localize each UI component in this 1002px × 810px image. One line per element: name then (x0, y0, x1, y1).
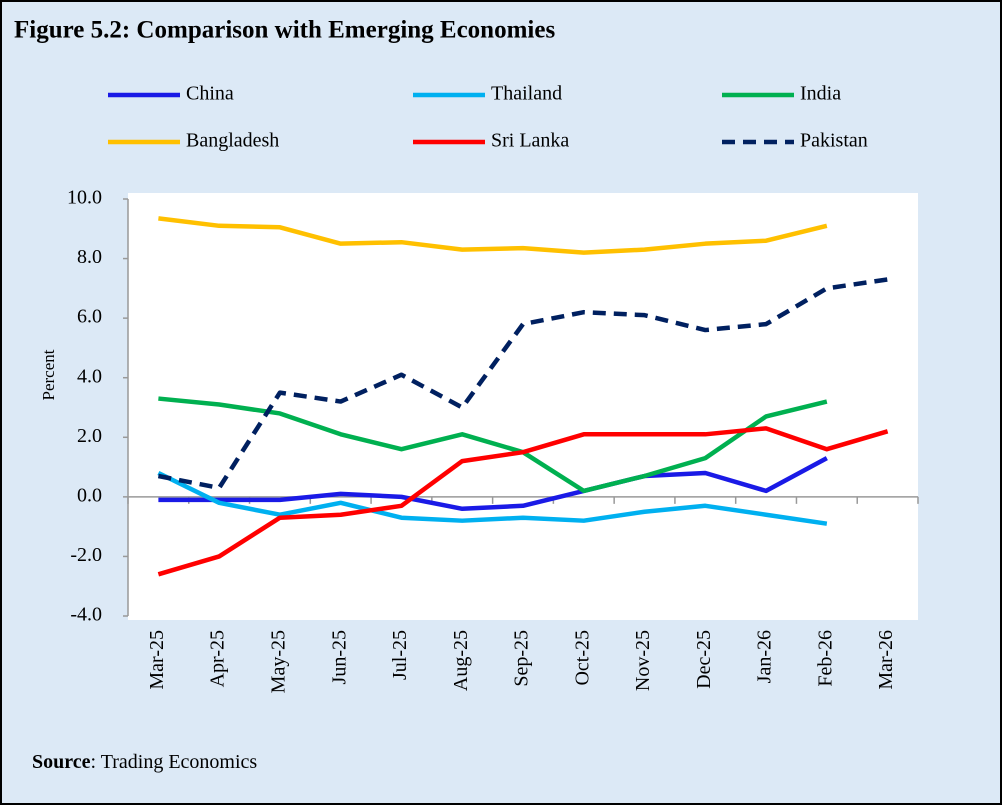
x-tick-label: Jan-26 (754, 630, 776, 683)
x-tick-label: Mar-26 (875, 630, 897, 690)
x-tick-label: Apr-25 (207, 630, 229, 687)
y-axis-label: Percent (39, 349, 58, 400)
x-tick-label: Oct-25 (571, 630, 593, 686)
x-tick-label: Jul-25 (389, 630, 411, 680)
legend-label: Pakistan (800, 130, 868, 152)
x-tick-label: Nov-25 (632, 630, 654, 691)
y-tick-label: 2.0 (77, 425, 102, 447)
source-label: Source (32, 751, 91, 773)
legend-label: Bangladesh (186, 130, 279, 152)
source: Source: Trading Economics (32, 751, 257, 773)
series-line (157, 277, 888, 491)
y-tick-label: 4.0 (77, 365, 102, 387)
legend-label: India (800, 83, 841, 105)
series-line (157, 471, 828, 526)
plot-area (128, 193, 918, 620)
x-tick-label: Dec-25 (693, 630, 715, 689)
chart-title: Figure 5.2: Comparison with Emerging Eco… (14, 17, 555, 44)
series-line (158, 456, 828, 512)
x-tick-label: Mar-25 (146, 630, 168, 690)
legend-label: Sri Lanka (491, 130, 569, 152)
legend-label: Thailand (491, 83, 562, 105)
x-tick-label: Jun-25 (328, 630, 350, 684)
source-text: : Trading Economics (91, 751, 258, 773)
y-tick-label: 10.0 (67, 187, 102, 209)
series-line (157, 426, 889, 577)
y-tick-label: 8.0 (77, 246, 102, 268)
y-tick-label: -2.0 (70, 544, 102, 566)
legend-label: China (186, 83, 234, 105)
x-tick-label: Aug-25 (450, 630, 472, 691)
x-tick-label: Feb-26 (814, 630, 836, 687)
x-tick-label: May-25 (268, 630, 290, 693)
y-tick-label: 0.0 (77, 484, 102, 506)
y-tick-label: -4.0 (70, 604, 102, 626)
x-tick-label: Sep-25 (511, 630, 533, 687)
y-tick-label: 6.0 (77, 306, 102, 328)
series-line (158, 216, 828, 255)
